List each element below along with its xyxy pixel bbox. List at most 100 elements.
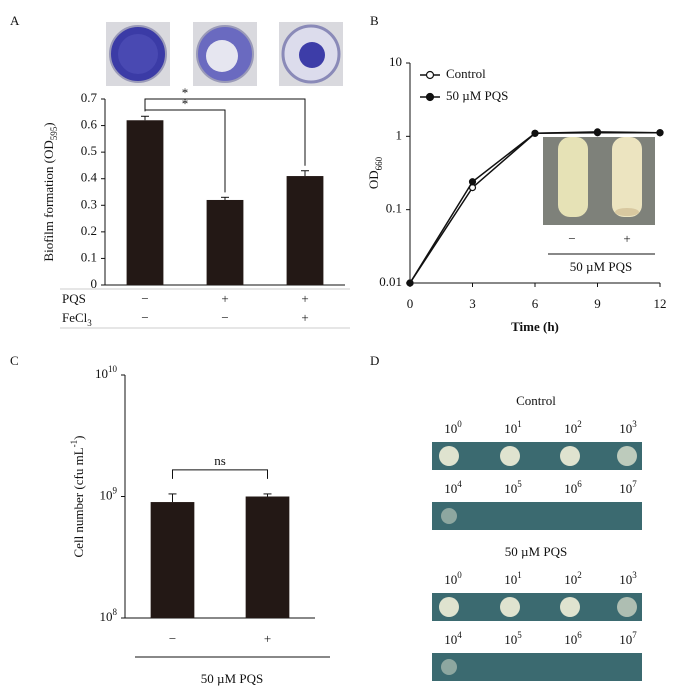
colony-spot xyxy=(439,446,459,466)
colony-spot xyxy=(439,597,459,617)
dilution-label-part: 0 xyxy=(457,419,462,429)
dilution-label-part: 10 xyxy=(504,632,517,647)
dilution-label-part: 6 xyxy=(577,630,582,640)
bar xyxy=(150,502,195,618)
dilution-label-part: 10 xyxy=(619,632,632,647)
dilution-label-part: 5 xyxy=(517,479,522,489)
dilution-label: 104 xyxy=(444,479,462,496)
dilution-label: 105 xyxy=(504,479,522,496)
y-tick-label: 109 xyxy=(100,486,118,503)
dilution-label: 102 xyxy=(564,570,582,587)
colony-spot xyxy=(560,597,580,617)
dilution-label: 106 xyxy=(564,630,582,647)
dilution-label: 103 xyxy=(619,419,637,436)
tube xyxy=(558,137,588,217)
colony-spot xyxy=(500,446,520,466)
y-tick-label: 0.5 xyxy=(81,143,97,158)
dilution-label-part: 10 xyxy=(504,481,517,496)
y-axis-title-part: 595 xyxy=(49,126,59,140)
y-tick-label: 1010 xyxy=(95,364,118,381)
colony-spot xyxy=(617,597,637,617)
dilution-label-part: 7 xyxy=(632,630,637,640)
point xyxy=(531,129,539,137)
dilution-label-part: 10 xyxy=(504,421,517,436)
condition-name: FeCl3 xyxy=(62,310,92,328)
dilution-label-part: 4 xyxy=(457,630,462,640)
dilution-label: 107 xyxy=(619,630,637,647)
y-axis-title-part: 660 xyxy=(374,156,384,170)
condition-name-part: 3 xyxy=(87,318,92,328)
dilution-label: 102 xyxy=(564,419,582,436)
y-axis-title-part: Cell number (cfu mL xyxy=(71,447,86,557)
tube-photo xyxy=(543,137,655,225)
y-tick-label: 0 xyxy=(91,276,98,291)
condition-value: + xyxy=(301,310,308,325)
colony-spot xyxy=(560,446,580,466)
y-tick-label: 0.4 xyxy=(81,170,98,185)
bar xyxy=(245,496,290,618)
y-tick-label: 10 xyxy=(389,54,402,69)
colony-spot xyxy=(500,597,520,617)
x-tick-label: 6 xyxy=(532,296,539,311)
dilution-label: 103 xyxy=(619,570,637,587)
y-tick-label: 0.1 xyxy=(386,201,402,216)
point xyxy=(656,129,664,137)
dilution-label: 104 xyxy=(444,630,462,647)
colony-spot xyxy=(617,446,637,466)
section-title: 50 µM PQS xyxy=(505,544,567,559)
y-tick-label: 0.7 xyxy=(81,90,98,105)
inset-label: + xyxy=(623,231,630,246)
point xyxy=(406,279,414,287)
legend-marker xyxy=(425,92,435,102)
panel-label: C xyxy=(10,353,19,368)
dilution-label: 107 xyxy=(619,479,637,496)
pellet xyxy=(615,208,639,216)
significance-bracket xyxy=(172,469,268,479)
dilution-label-part: 10 xyxy=(564,421,577,436)
y-axis-title: Biofilm formation (OD595) xyxy=(41,122,59,261)
x-tick-label: 9 xyxy=(594,296,601,311)
y-axis-title-part: -1 xyxy=(69,440,79,448)
dilution-label-part: 1 xyxy=(517,570,522,580)
x-tick-label: 3 xyxy=(469,296,476,311)
dilution-label: 106 xyxy=(564,479,582,496)
inset-caption: 50 µM PQS xyxy=(570,259,632,274)
agar-strip xyxy=(432,502,642,530)
y-axis-title-part: ) xyxy=(41,122,56,126)
dilution-label-part: 10 xyxy=(444,481,457,496)
significance-bracket xyxy=(144,109,226,193)
condition-value: − xyxy=(221,310,228,325)
bar xyxy=(126,120,164,285)
group-label: 50 µM PQS xyxy=(201,671,263,686)
dilution-label-part: 4 xyxy=(457,479,462,489)
significance-label: ns xyxy=(214,453,226,468)
dilution-label: 101 xyxy=(504,419,522,436)
dilution-label: 101 xyxy=(504,570,522,587)
well-stain xyxy=(118,34,158,74)
y-axis-title-part: ) xyxy=(71,436,86,440)
dilution-label-part: 10 xyxy=(564,572,577,587)
y-axis-title: OD660 xyxy=(366,156,384,189)
bar xyxy=(286,176,324,285)
tube xyxy=(612,137,642,217)
bar xyxy=(206,199,244,285)
panel-label: B xyxy=(370,13,379,28)
dilution-label-part: 2 xyxy=(577,570,582,580)
y-axis-title: Cell number (cfu mL-1) xyxy=(69,436,86,558)
condition-name-part: PQS xyxy=(62,291,86,306)
y-tick-label-part: 10 xyxy=(108,364,118,374)
y-tick-label-part: 8 xyxy=(113,607,118,617)
dilution-label: 105 xyxy=(504,630,522,647)
dilution-label-part: 3 xyxy=(632,419,637,429)
dilution-label-part: 7 xyxy=(632,479,637,489)
x-tick-label: 0 xyxy=(407,296,414,311)
dilution-label-part: 10 xyxy=(444,632,457,647)
y-tick-label: 0.1 xyxy=(81,249,97,264)
legend-label: Control xyxy=(446,66,486,81)
significance-label: * xyxy=(182,96,189,111)
inset-label: − xyxy=(568,231,575,246)
significance-label: * xyxy=(182,85,189,100)
well-images xyxy=(106,22,343,86)
significance-bracket xyxy=(144,98,306,166)
